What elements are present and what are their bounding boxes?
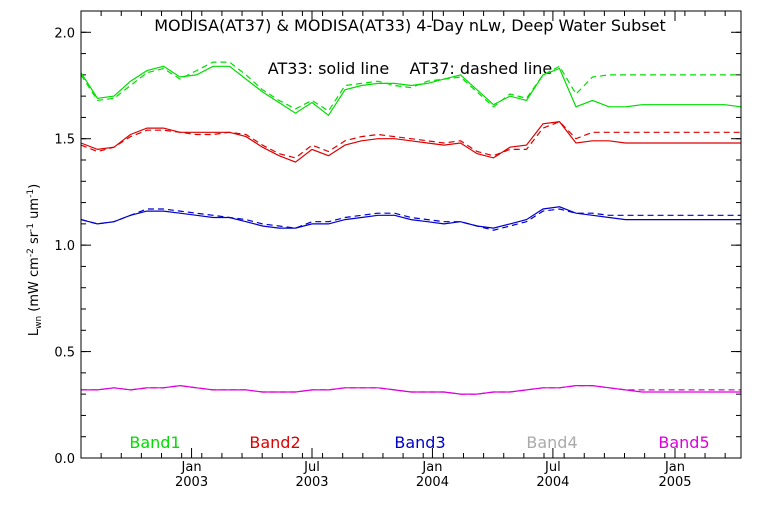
series-layer bbox=[80, 61, 742, 395]
y-tick-label: 2.0 bbox=[54, 26, 75, 41]
x-tick-month-label: Jan bbox=[664, 460, 685, 475]
y-axis-label-close: ) bbox=[27, 184, 42, 189]
line-style-annotation: AT33: solid line AT37: dashed line bbox=[268, 59, 553, 78]
legend-entry-band4: Band4 bbox=[526, 433, 577, 452]
legend-entry-band5: Band5 bbox=[658, 433, 709, 452]
x-tick-year-label: 2005 bbox=[658, 475, 691, 490]
band1-at37-dashed-line bbox=[80, 61, 741, 112]
x-tick-year-label: 2004 bbox=[536, 475, 569, 490]
y-tick-label: 0.5 bbox=[54, 346, 75, 361]
band3-at37-dashed-line bbox=[80, 208, 741, 231]
x-tick-year-label: 2003 bbox=[175, 475, 208, 490]
y-axis-label-main: L bbox=[27, 328, 42, 336]
band2-at37-dashed-line bbox=[80, 120, 741, 159]
band3-at33-solid-line bbox=[80, 206, 741, 229]
y-axis-label: Lwn (mW cm-2 sr-1 um-1) bbox=[26, 184, 44, 336]
x-tick-month-label: Jan bbox=[181, 460, 202, 475]
y-tick-label: 1.5 bbox=[54, 133, 75, 148]
y-axis-label-um: um bbox=[27, 198, 42, 223]
band1-at33-solid-line bbox=[80, 65, 742, 117]
y-axis-label-sr: sr bbox=[27, 231, 42, 248]
legend-entry-band2: Band2 bbox=[249, 433, 300, 452]
y-axis-label-exp-3: -1 bbox=[26, 189, 36, 198]
x-tick-year-label: 2003 bbox=[295, 475, 328, 490]
legend: Band1 Band2 Band3 Band4 Band5 bbox=[129, 433, 709, 452]
y-axis-label-subscript: wn bbox=[34, 316, 44, 329]
y-tick-label: 1.0 bbox=[54, 239, 75, 254]
legend-entry-band3: Band3 bbox=[394, 433, 445, 452]
y-axis-label-exp-1: -2 bbox=[26, 248, 36, 257]
chart-title: MODISA(AT37) & MODISA(AT33) 4-Day nLw, D… bbox=[154, 16, 666, 35]
x-tick-month-label: Jul bbox=[544, 460, 561, 475]
svg-text:Lwn (mW cm-2 sr-1 um-1): Lwn (mW cm-2 sr-1 um-1) bbox=[26, 184, 44, 336]
plot-frame bbox=[80, 10, 742, 459]
legend-entry-band1: Band1 bbox=[129, 433, 180, 452]
y-axis-label-units: (mW cm bbox=[27, 257, 42, 316]
x-tick-month-label: Jan bbox=[421, 460, 442, 475]
x-tick-year-label: 2004 bbox=[416, 475, 449, 490]
y-tick-label: 0.0 bbox=[54, 452, 75, 467]
band5-at37-dashed-line bbox=[81, 384, 741, 395]
band2-at33-solid-line bbox=[80, 121, 741, 163]
y-axis-ticks: 0.0 0.5 1.0 1.5 2.0 bbox=[54, 26, 741, 467]
x-tick-month-label: Jul bbox=[303, 460, 320, 475]
y-axis-label-exp-2: -1 bbox=[26, 223, 36, 232]
